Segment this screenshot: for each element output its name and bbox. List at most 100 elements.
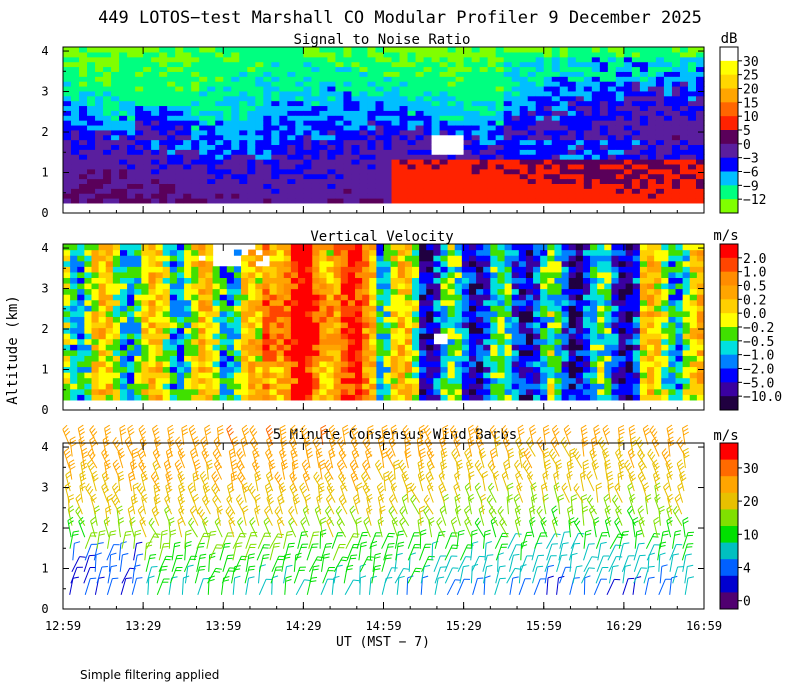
snr-cell (191, 188, 200, 194)
vertical-velocity-cell (390, 333, 399, 340)
snr-cell (647, 47, 657, 53)
snr-cell (223, 168, 232, 175)
vertical-velocity-cell (597, 377, 605, 384)
snr-cell (271, 124, 280, 131)
vertical-velocity-cell (255, 360, 264, 368)
snr-cell (127, 168, 136, 175)
vertical-velocity-cell (362, 271, 370, 279)
vertical-velocity-cell (575, 355, 584, 362)
vertical-velocity-cell (84, 377, 93, 384)
vertical-velocity-cell (590, 294, 598, 301)
snr-cell (551, 159, 561, 165)
vertical-velocity-cell (618, 377, 627, 384)
snr-cell (279, 90, 288, 97)
snr-cell (311, 129, 320, 136)
vertical-velocity-cell (426, 338, 434, 345)
snr-cell (463, 183, 473, 189)
snr-cell (519, 61, 529, 68)
snr-cell (591, 81, 601, 87)
vertical-velocity-cell (497, 349, 506, 356)
snr-cell (407, 47, 417, 53)
vertical-velocity-cell (77, 277, 85, 284)
snr-cell (335, 129, 345, 136)
snr-cell (391, 149, 401, 155)
vertical-velocity-cell (397, 255, 406, 262)
vertical-velocity-cell (476, 299, 484, 306)
vertical-velocity-cell (248, 344, 256, 351)
vertical-velocity-cell (347, 383, 356, 390)
snr-cell (303, 159, 312, 165)
snr-cell (639, 120, 649, 126)
snr-cell (319, 51, 329, 58)
snr-cell (511, 134, 521, 141)
vertical-velocity-cell (269, 372, 278, 379)
snr-cell (535, 193, 545, 199)
vertical-velocity-cell (632, 249, 641, 256)
vertical-velocity-cell (597, 388, 605, 395)
snr-cell (567, 183, 577, 189)
snr-cell (647, 154, 657, 160)
vertical-velocity-cell (127, 344, 135, 351)
snr-cell (343, 120, 353, 126)
vertical-velocity-cell (305, 299, 313, 306)
snr-cell (279, 47, 288, 53)
snr-cell (495, 139, 505, 146)
vertical-velocity-cell (504, 338, 513, 345)
snr-cell (559, 173, 569, 180)
snr-cell (207, 81, 216, 87)
snr-cell (247, 120, 256, 126)
vertical-velocity-cell (582, 299, 591, 306)
vertical-velocity-cell (127, 383, 135, 390)
vertical-velocity-cell (290, 260, 299, 267)
snr-cell (615, 76, 625, 82)
snr-cell (463, 47, 473, 53)
snr-cell (151, 193, 160, 199)
snr-cell (215, 178, 224, 184)
vertical-velocity-cell (290, 288, 299, 295)
snr-cell (351, 159, 361, 165)
vertical-velocity-cell (511, 349, 520, 356)
snr-cell (175, 100, 184, 107)
vertical-velocity-cell (568, 266, 577, 273)
vertical-velocity-cell (326, 288, 335, 295)
snr-cell (679, 168, 689, 175)
vertical-velocity-cell (355, 321, 363, 329)
vertical-velocity-cell (490, 377, 499, 384)
snr-cell (247, 110, 256, 116)
snr-cell (335, 144, 345, 150)
vertical-velocity-cell (582, 244, 591, 251)
vertical-velocity-cell (148, 310, 157, 317)
vertical-velocity-cell (525, 260, 534, 267)
vertical-velocity-cell (119, 338, 128, 345)
snr-cell (423, 95, 433, 102)
snr-cell (271, 159, 280, 165)
vertical-velocity-cell (397, 377, 406, 384)
snr-cell (567, 188, 577, 194)
snr-cell (559, 71, 569, 77)
vertical-velocity-cell (547, 394, 556, 401)
vertical-velocity-cell (454, 260, 463, 267)
snr-cell (239, 154, 248, 160)
snr-cell (287, 110, 296, 116)
vertical-velocity-cell (575, 338, 584, 345)
snr-cell (551, 178, 561, 184)
y-tick-label: 0 (41, 206, 48, 220)
snr-cell (599, 193, 609, 199)
vertical-velocity-cell (169, 321, 178, 329)
vertical-velocity-cell (105, 372, 114, 379)
vertical-velocity-cell (219, 377, 228, 384)
snr-cell (175, 178, 184, 184)
vertical-velocity-cell (333, 260, 342, 267)
vertical-velocity-cell (518, 310, 527, 317)
snr-cell (519, 149, 529, 155)
snr-cell (655, 198, 665, 204)
snr-cell (535, 95, 545, 102)
snr-cell (279, 105, 288, 111)
vertical-velocity-cell (590, 321, 598, 329)
snr-cell (591, 51, 601, 58)
vertical-velocity-cell (155, 383, 164, 390)
snr-cell (623, 139, 633, 146)
vertical-velocity-cell (404, 271, 413, 279)
vertical-velocity-cell (305, 316, 313, 323)
vertical-velocity-cell (283, 333, 292, 340)
